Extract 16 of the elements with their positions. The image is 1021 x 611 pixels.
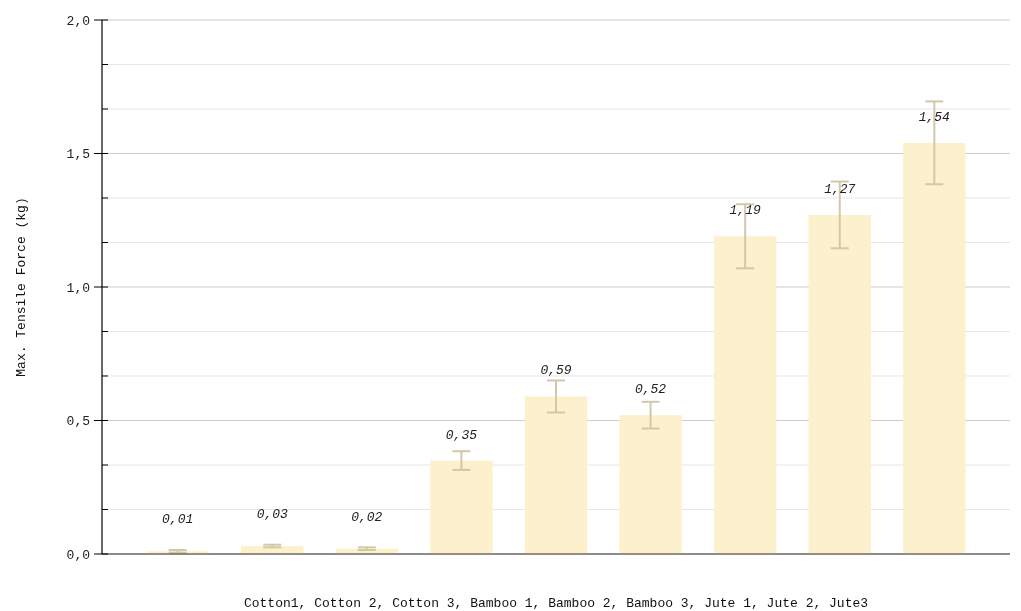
data-label: 1,19: [729, 203, 761, 219]
y-tick-label: 0,0: [66, 547, 90, 563]
data-label: 0,02: [351, 509, 383, 525]
data-label: 0,03: [256, 506, 289, 522]
y-tick-label: 0,5: [66, 414, 90, 430]
data-label: 0,59: [540, 363, 572, 379]
data-label: 1,54: [918, 109, 951, 125]
y-tick-label: 1,0: [66, 280, 90, 296]
y-tick-label: 2,0: [66, 13, 90, 29]
y-tick-label: 1,5: [66, 147, 90, 163]
y-axis-title: Max. Tensile Force (kg): [13, 197, 29, 377]
data-label: 0,52: [634, 382, 667, 398]
data-label: 0,35: [445, 427, 478, 443]
data-label: 1,27: [824, 181, 856, 197]
data-label: 0,01: [162, 512, 194, 528]
x-axis-title: Cotton1, Cotton 2, Cotton 3, Bamboo 1, Bamboo 2, Bamboo 3, Jute 1, Jute 2, Jute3: [243, 596, 869, 611]
